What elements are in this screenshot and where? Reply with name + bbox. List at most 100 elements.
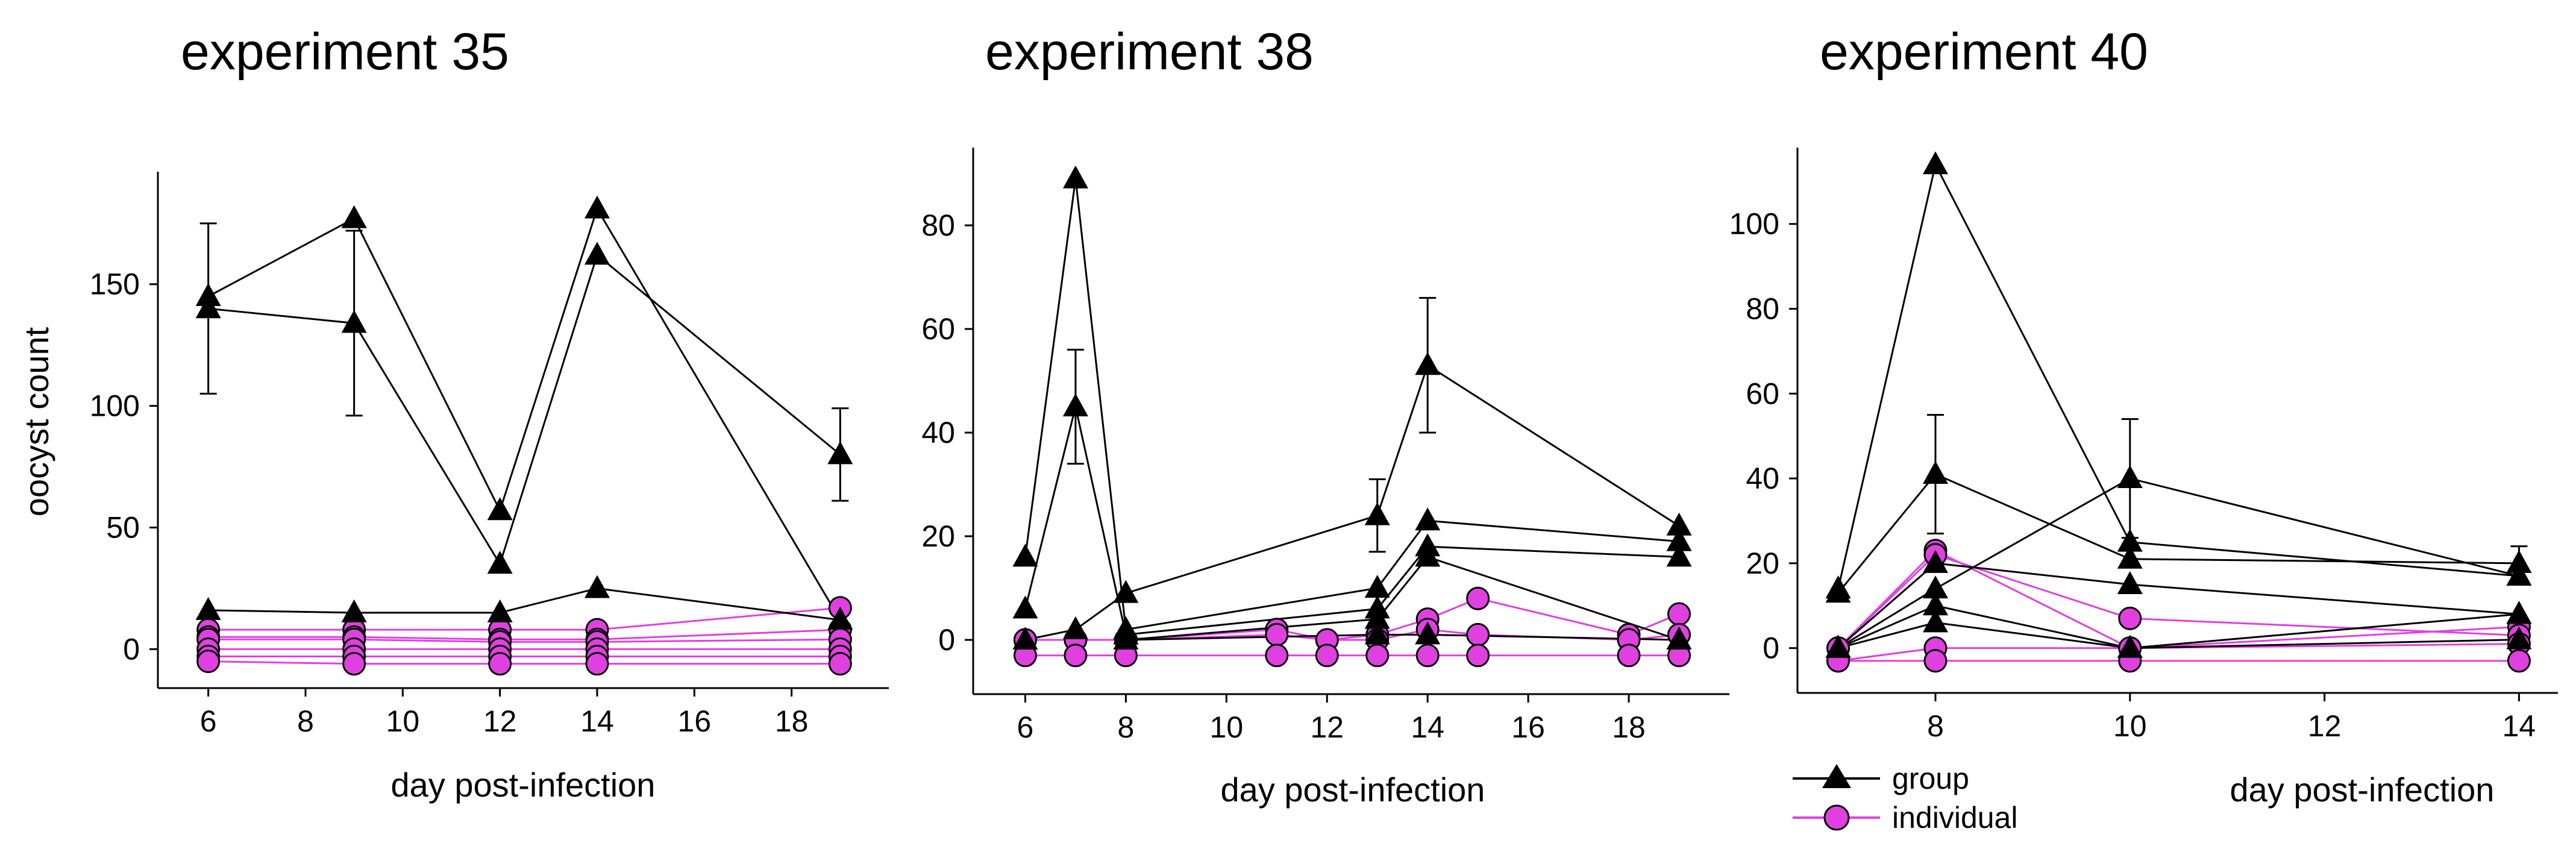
group-series-line xyxy=(1837,604,2519,650)
y-tick-label: 20 xyxy=(921,519,955,553)
group-series-line xyxy=(1837,562,2519,649)
x-axis-label: day post-infection xyxy=(391,766,656,804)
individual-point xyxy=(1315,644,1339,668)
group-point xyxy=(1062,393,1088,416)
x-tick-label: 6 xyxy=(200,704,217,738)
group-point xyxy=(1922,575,1948,599)
y-tick-label: 60 xyxy=(1746,377,1779,410)
x-tick-label: 12 xyxy=(483,704,517,738)
group-point xyxy=(1666,627,1692,650)
individual-series-line xyxy=(1838,643,2519,662)
group-point xyxy=(584,575,610,598)
individual-series-line xyxy=(208,660,841,665)
y-tick-label: 60 xyxy=(921,312,955,346)
group-point xyxy=(1922,461,1948,484)
group-point xyxy=(1012,627,1038,650)
group-series-line xyxy=(1837,477,2519,649)
group-point xyxy=(2117,545,2143,569)
group-point xyxy=(1113,580,1139,603)
group-point xyxy=(341,599,367,622)
group-series-line xyxy=(1838,621,2519,650)
group-point xyxy=(2117,634,2143,658)
group-point xyxy=(1825,580,1851,603)
group-point xyxy=(1922,550,1948,573)
y-tick-label: 100 xyxy=(1729,207,1779,241)
x-tick-label: 14 xyxy=(2502,709,2536,743)
legend-individual-marker xyxy=(1823,804,1850,831)
y-tick-label: 0 xyxy=(1763,631,1779,665)
y-tick-label: 50 xyxy=(106,511,140,545)
individual-point xyxy=(1466,622,1490,647)
group-point xyxy=(1922,609,1948,633)
group-point xyxy=(1113,627,1139,650)
x-tick-label: 18 xyxy=(775,704,809,738)
individual-series-line xyxy=(1837,554,2519,649)
y-axis-label: oocyst count xyxy=(17,327,55,516)
group-point xyxy=(1666,528,1692,551)
y-tick-label: 20 xyxy=(1746,547,1779,580)
x-tick-label: 14 xyxy=(1411,710,1444,744)
y-tick-label: 80 xyxy=(1746,292,1779,325)
group-point xyxy=(1415,352,1441,375)
group-point xyxy=(195,295,221,319)
individual-point xyxy=(1415,644,1440,668)
group-point xyxy=(487,497,513,521)
individual-series-line xyxy=(1837,549,2519,650)
x-tick-label: 8 xyxy=(297,704,314,738)
group-point xyxy=(341,310,367,333)
group-point xyxy=(2117,571,2143,595)
individual-series-line xyxy=(208,628,841,640)
group-point xyxy=(1922,592,1948,616)
group-point xyxy=(195,283,221,306)
y-tick-label: 0 xyxy=(123,632,140,666)
legend: group individual xyxy=(1793,762,2017,835)
group-series-line xyxy=(1126,545,1679,636)
x-axis-label: day post-infection xyxy=(1221,771,1485,809)
group-point xyxy=(1012,543,1038,567)
x-tick-label: 16 xyxy=(678,704,712,738)
group-series-line xyxy=(1837,473,2519,594)
group-series-line xyxy=(1025,363,1680,641)
individual-point xyxy=(196,650,221,674)
x-tick-label: 14 xyxy=(580,704,614,738)
y-tick-label: 40 xyxy=(921,416,955,449)
group-series-line xyxy=(207,206,841,621)
group-series-line xyxy=(1126,633,1679,641)
panel-experiment-35: experiment 35 0 50 100 150 6 8 10 12 14 16 18 day po… xyxy=(17,23,889,804)
x-tick-label: 8 xyxy=(1927,709,1944,743)
x-tick-label: 16 xyxy=(1511,710,1545,744)
group-point xyxy=(1922,151,1948,175)
panel-experiment-38: experiment 38 0 20 40 60 80 6 8 10 12 14 16 18 day po… xyxy=(921,23,1729,809)
y-tick-label: 80 xyxy=(921,208,955,242)
individual-point xyxy=(1667,602,1691,626)
group-point xyxy=(2506,626,2532,650)
group-point xyxy=(1415,543,1441,567)
group-series-line xyxy=(1837,161,2519,589)
group-point xyxy=(1415,621,1441,645)
individual-point xyxy=(585,652,609,676)
group-point xyxy=(1012,595,1038,619)
legend-individual-label: individual xyxy=(1892,801,2017,835)
x-axis-label: day post-infection xyxy=(2230,771,2495,809)
individual-point xyxy=(2507,649,2531,673)
x-tick-label: 6 xyxy=(1017,710,1034,744)
group-point xyxy=(1364,621,1390,645)
x-tick-label: 10 xyxy=(1210,710,1244,744)
group-point xyxy=(584,242,610,265)
group-series-line xyxy=(1126,556,1680,641)
individual-point xyxy=(1265,622,1289,647)
individual-point xyxy=(2118,606,2142,630)
chart-title: experiment 40 xyxy=(1820,23,2148,81)
x-tick-label: 12 xyxy=(1310,710,1344,744)
group-series-line xyxy=(208,587,841,621)
individual-point xyxy=(1466,586,1490,610)
x-tick-label: 10 xyxy=(2113,709,2147,743)
legend-group-marker xyxy=(1822,764,1851,788)
group-point xyxy=(2506,601,2532,624)
group-point xyxy=(827,441,853,465)
group-series-line xyxy=(1126,519,1679,631)
legend-group-label: group xyxy=(1892,762,1969,795)
individual-point xyxy=(488,652,512,676)
